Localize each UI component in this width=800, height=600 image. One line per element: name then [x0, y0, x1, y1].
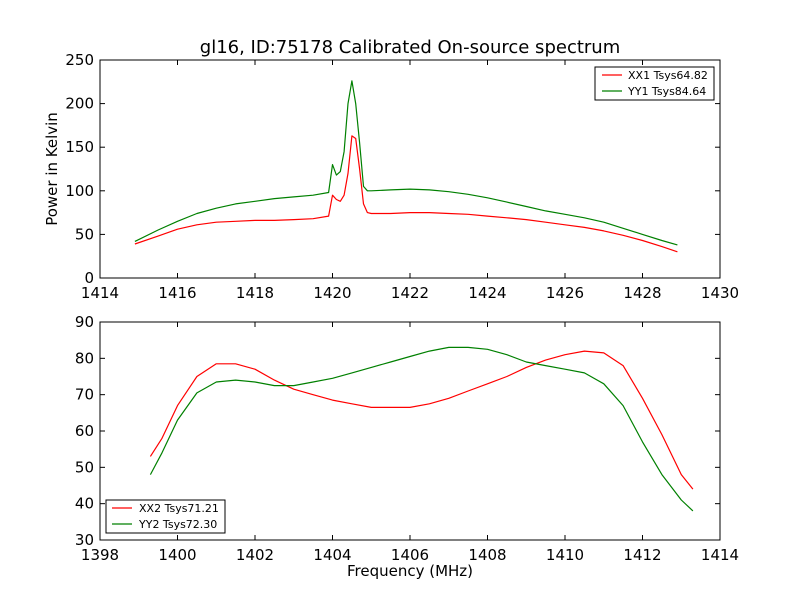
top-x-tick-label: 1420 — [313, 284, 351, 302]
bottom-y-tick-label: 60 — [75, 422, 94, 440]
bottom-y-tick-label: 50 — [75, 458, 94, 476]
top-x-tick-label: 1422 — [391, 284, 429, 302]
top-x-tick-label: 1418 — [236, 284, 274, 302]
top-legend-box — [594, 66, 715, 101]
top-legend: XX1 Tsys64.82 YY1 Tsys84.64 — [594, 66, 715, 101]
top-y-tick-label: 50 — [75, 225, 94, 243]
bottom-x-axis-label: Frequency (MHz) — [347, 562, 473, 580]
top-y-axis-label: Power in Kelvin — [43, 112, 61, 226]
bottom-x-tick-label: 1400 — [158, 546, 196, 564]
top-x-tick-label: 1414 — [81, 284, 119, 302]
top-x-tick-label: 1430 — [701, 284, 739, 302]
top-y-tick-label: 250 — [65, 51, 94, 69]
top-y-tick-label: 150 — [65, 138, 94, 156]
top-x-tick-label: 1428 — [623, 284, 661, 302]
legend-label-xx2: XX2 Tsys71.21 — [139, 502, 219, 515]
bottom-y-tick-label: 80 — [75, 349, 94, 367]
bottom-series-line-0 — [149, 350, 694, 490]
bottom-x-tick-label: 1404 — [313, 546, 351, 564]
top-y-tick-label: 0 — [84, 269, 94, 287]
legend-label-yy2: YY2 Tsys72.30 — [138, 518, 217, 531]
top-x-tick-label: 1426 — [546, 284, 584, 302]
bottom-x-tick-label: 1412 — [623, 546, 661, 564]
bottom-x-tick-label: 1408 — [468, 546, 506, 564]
bottom-x-tick-label: 1410 — [546, 546, 584, 564]
bottom-plot-area: 1398 1400 1402 1404 1406 1408 1410 1412 1414 30 40… — [75, 313, 739, 564]
top-x-tick-label: 1416 — [158, 284, 196, 302]
bottom-series-line-1 — [149, 346, 694, 512]
bottom-legend: XX2 Tsys71.21 YY2 Tsys72.30 — [105, 499, 226, 534]
bottom-x-tick-label: 1414 — [701, 546, 739, 564]
chart-title: gl16, ID:75178 Calibrated On-source spec… — [200, 37, 620, 58]
top-spectrum-panel: gl16, ID:75178 Calibrated On-source spec… — [43, 37, 739, 302]
top-y-tick-label: 100 — [65, 182, 94, 200]
top-plot-area: 1414 1416 1418 1420 1422 1424 1426 1428 1430 0 50 1… — [65, 51, 739, 302]
top-x-tick-label: 1424 — [468, 284, 506, 302]
bottom-y-tick-label: 70 — [75, 386, 94, 404]
bottom-x-tick-label: 1398 — [81, 546, 119, 564]
bottom-y-tick-label: 30 — [75, 531, 94, 549]
bottom-x-tick-label: 1402 — [236, 546, 274, 564]
bottom-x-tick-label: 1406 — [391, 546, 429, 564]
bottom-spectrum-panel: 1398 1400 1402 1404 1406 1408 1410 1412 1414 30 40… — [75, 313, 739, 580]
legend-label-xx1: XX1 Tsys64.82 — [628, 69, 708, 82]
top-y-tick-label: 200 — [65, 95, 94, 113]
legend-label-yy1: YY1 Tsys84.64 — [627, 85, 706, 98]
top-series-line-1 — [134, 80, 678, 246]
bottom-y-tick-label: 90 — [75, 313, 94, 331]
top-series-line-0 — [134, 135, 678, 253]
bottom-y-tick-label: 40 — [75, 495, 94, 513]
bottom-legend-box — [105, 499, 226, 534]
